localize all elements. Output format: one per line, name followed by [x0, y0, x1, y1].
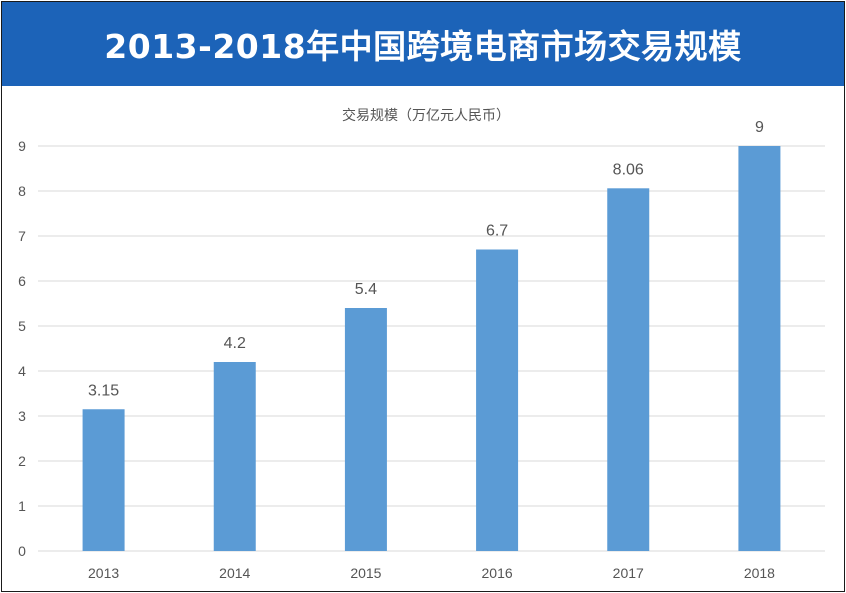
- y-tick-label: 9: [18, 138, 26, 154]
- y-tick-label: 4: [18, 363, 26, 379]
- data-label: 9: [755, 119, 764, 136]
- y-tick-label: 3: [18, 408, 26, 424]
- page-title: 2013-2018年中国跨境电商市场交易规模: [104, 27, 742, 66]
- y-axis-ticks: 0 1 2 3 4 5 6 7 8 9: [18, 138, 26, 559]
- data-labels: 3.15 4.2 5.4 6.7 8.06 9: [88, 119, 764, 399]
- bar-2014: [213, 362, 256, 551]
- x-tick-label: 2017: [613, 565, 644, 581]
- gridlines: [38, 145, 825, 552]
- data-label: 4.2: [224, 335, 246, 352]
- y-tick-label: 0: [18, 543, 26, 559]
- x-tick-label: 2014: [219, 565, 250, 581]
- data-label: 8.06: [613, 161, 644, 178]
- y-tick-label: 5: [18, 318, 26, 334]
- y-tick-label: 7: [18, 228, 26, 244]
- x-tick-label: 2018: [744, 565, 775, 581]
- bar-2015: [344, 308, 387, 551]
- x-axis-ticks: 2013 2014 2015 2016 2017 2018: [88, 565, 775, 581]
- bar-2016: [476, 249, 519, 551]
- title-banner: 2013-2018年中国跨境电商市场交易规模: [2, 2, 844, 86]
- y-tick-label: 1: [18, 498, 26, 514]
- data-label: 6.7: [486, 223, 508, 240]
- data-label: 3.15: [88, 382, 119, 399]
- y-tick-label: 8: [18, 183, 26, 199]
- y-tick-label: 2: [18, 453, 26, 469]
- data-label: 5.4: [355, 281, 377, 298]
- x-tick-label: 2016: [482, 565, 513, 581]
- bar-chart: 交易规模（万亿元人民币） 0 1 2 3 4 5 6 7 8 9 3.15 4.2 5.4 6.7 8.0…: [18, 107, 825, 581]
- bar-2017: [607, 188, 650, 552]
- bar-2013: [82, 409, 125, 551]
- bar-2018: [738, 146, 781, 551]
- chart-title: 交易规模（万亿元人民币）: [342, 107, 510, 123]
- y-tick-label: 6: [18, 273, 26, 289]
- x-tick-label: 2013: [88, 565, 119, 581]
- bars: [82, 146, 781, 552]
- x-tick-label: 2015: [350, 565, 381, 581]
